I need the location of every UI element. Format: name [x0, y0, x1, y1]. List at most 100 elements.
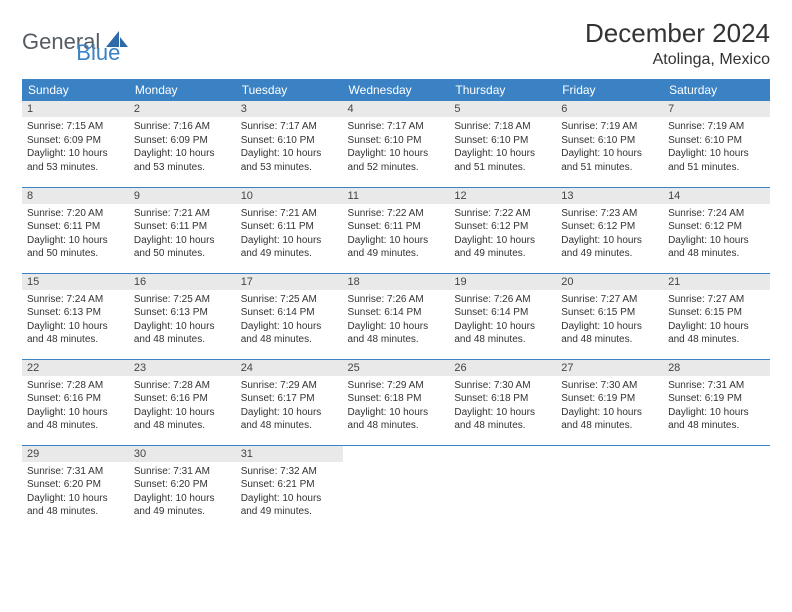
sunset-text: Sunset: 6:12 PM	[561, 220, 658, 234]
weekday-header: Saturday	[663, 79, 770, 101]
calendar-cell: 14Sunrise: 7:24 AMSunset: 6:12 PMDayligh…	[663, 187, 770, 273]
daylight-text: Daylight: 10 hours and 49 minutes.	[241, 234, 338, 261]
sunrise-text: Sunrise: 7:17 AM	[348, 120, 445, 134]
calendar-cell	[556, 445, 663, 531]
sunrise-text: Sunrise: 7:30 AM	[561, 379, 658, 393]
calendar-cell	[343, 445, 450, 531]
day-details: Sunrise: 7:29 AMSunset: 6:17 PMDaylight:…	[236, 376, 343, 437]
day-details: Sunrise: 7:21 AMSunset: 6:11 PMDaylight:…	[236, 204, 343, 265]
daylight-text: Daylight: 10 hours and 53 minutes.	[27, 147, 124, 174]
day-number: 14	[663, 188, 770, 204]
day-number: 18	[343, 274, 450, 290]
weekday-header: Wednesday	[343, 79, 450, 101]
sunrise-text: Sunrise: 7:26 AM	[454, 293, 551, 307]
sunset-text: Sunset: 6:11 PM	[27, 220, 124, 234]
sunrise-text: Sunrise: 7:27 AM	[561, 293, 658, 307]
day-number: 1	[22, 101, 129, 117]
calendar-cell: 13Sunrise: 7:23 AMSunset: 6:12 PMDayligh…	[556, 187, 663, 273]
day-number: 28	[663, 360, 770, 376]
location-label: Atolinga, Mexico	[585, 51, 770, 69]
sunrise-text: Sunrise: 7:22 AM	[348, 207, 445, 221]
daylight-text: Daylight: 10 hours and 48 minutes.	[454, 406, 551, 433]
sunrise-text: Sunrise: 7:28 AM	[27, 379, 124, 393]
day-details: Sunrise: 7:16 AMSunset: 6:09 PMDaylight:…	[129, 117, 236, 178]
day-number: 27	[556, 360, 663, 376]
calendar-cell: 26Sunrise: 7:30 AMSunset: 6:18 PMDayligh…	[449, 359, 556, 445]
calendar-row: 1Sunrise: 7:15 AMSunset: 6:09 PMDaylight…	[22, 101, 770, 187]
sunrise-text: Sunrise: 7:16 AM	[134, 120, 231, 134]
calendar-cell: 24Sunrise: 7:29 AMSunset: 6:17 PMDayligh…	[236, 359, 343, 445]
day-number: 17	[236, 274, 343, 290]
daylight-text: Daylight: 10 hours and 48 minutes.	[668, 320, 765, 347]
sunset-text: Sunset: 6:16 PM	[134, 392, 231, 406]
sunrise-text: Sunrise: 7:22 AM	[454, 207, 551, 221]
day-details: Sunrise: 7:26 AMSunset: 6:14 PMDaylight:…	[449, 290, 556, 351]
sunset-text: Sunset: 6:12 PM	[454, 220, 551, 234]
day-details: Sunrise: 7:22 AMSunset: 6:12 PMDaylight:…	[449, 204, 556, 265]
calendar-cell: 1Sunrise: 7:15 AMSunset: 6:09 PMDaylight…	[22, 101, 129, 187]
daylight-text: Daylight: 10 hours and 48 minutes.	[668, 234, 765, 261]
daylight-text: Daylight: 10 hours and 49 minutes.	[241, 492, 338, 519]
sunset-text: Sunset: 6:10 PM	[348, 134, 445, 148]
logo-text-blue: Blue	[76, 40, 120, 66]
day-details: Sunrise: 7:25 AMSunset: 6:14 PMDaylight:…	[236, 290, 343, 351]
daylight-text: Daylight: 10 hours and 48 minutes.	[241, 320, 338, 347]
day-details: Sunrise: 7:18 AMSunset: 6:10 PMDaylight:…	[449, 117, 556, 178]
day-number: 7	[663, 101, 770, 117]
day-number: 2	[129, 101, 236, 117]
day-details: Sunrise: 7:23 AMSunset: 6:12 PMDaylight:…	[556, 204, 663, 265]
sunset-text: Sunset: 6:10 PM	[561, 134, 658, 148]
day-number: 24	[236, 360, 343, 376]
day-details: Sunrise: 7:25 AMSunset: 6:13 PMDaylight:…	[129, 290, 236, 351]
day-number: 31	[236, 446, 343, 462]
sunset-text: Sunset: 6:10 PM	[241, 134, 338, 148]
day-details: Sunrise: 7:17 AMSunset: 6:10 PMDaylight:…	[236, 117, 343, 178]
header-bar: General Blue December 2024 Atolinga, Mex…	[22, 18, 770, 69]
day-details: Sunrise: 7:21 AMSunset: 6:11 PMDaylight:…	[129, 204, 236, 265]
day-number: 5	[449, 101, 556, 117]
daylight-text: Daylight: 10 hours and 48 minutes.	[348, 320, 445, 347]
day-number: 15	[22, 274, 129, 290]
day-details: Sunrise: 7:32 AMSunset: 6:21 PMDaylight:…	[236, 462, 343, 523]
day-number: 22	[22, 360, 129, 376]
day-details: Sunrise: 7:30 AMSunset: 6:19 PMDaylight:…	[556, 376, 663, 437]
calendar-cell: 18Sunrise: 7:26 AMSunset: 6:14 PMDayligh…	[343, 273, 450, 359]
calendar-cell: 15Sunrise: 7:24 AMSunset: 6:13 PMDayligh…	[22, 273, 129, 359]
day-details: Sunrise: 7:24 AMSunset: 6:13 PMDaylight:…	[22, 290, 129, 351]
sunset-text: Sunset: 6:17 PM	[241, 392, 338, 406]
calendar-cell: 7Sunrise: 7:19 AMSunset: 6:10 PMDaylight…	[663, 101, 770, 187]
calendar-cell: 9Sunrise: 7:21 AMSunset: 6:11 PMDaylight…	[129, 187, 236, 273]
sunrise-text: Sunrise: 7:20 AM	[27, 207, 124, 221]
sunrise-text: Sunrise: 7:23 AM	[561, 207, 658, 221]
calendar-cell: 28Sunrise: 7:31 AMSunset: 6:19 PMDayligh…	[663, 359, 770, 445]
calendar-cell: 27Sunrise: 7:30 AMSunset: 6:19 PMDayligh…	[556, 359, 663, 445]
calendar-cell: 2Sunrise: 7:16 AMSunset: 6:09 PMDaylight…	[129, 101, 236, 187]
sunrise-text: Sunrise: 7:24 AM	[668, 207, 765, 221]
weekday-header: Monday	[129, 79, 236, 101]
daylight-text: Daylight: 10 hours and 51 minutes.	[454, 147, 551, 174]
sunrise-text: Sunrise: 7:29 AM	[241, 379, 338, 393]
sunset-text: Sunset: 6:20 PM	[27, 478, 124, 492]
daylight-text: Daylight: 10 hours and 48 minutes.	[241, 406, 338, 433]
day-details: Sunrise: 7:19 AMSunset: 6:10 PMDaylight:…	[556, 117, 663, 178]
sunset-text: Sunset: 6:18 PM	[348, 392, 445, 406]
day-details: Sunrise: 7:28 AMSunset: 6:16 PMDaylight:…	[129, 376, 236, 437]
calendar-row: 29Sunrise: 7:31 AMSunset: 6:20 PMDayligh…	[22, 445, 770, 531]
daylight-text: Daylight: 10 hours and 49 minutes.	[134, 492, 231, 519]
sunset-text: Sunset: 6:18 PM	[454, 392, 551, 406]
sunrise-text: Sunrise: 7:21 AM	[241, 207, 338, 221]
calendar-cell	[663, 445, 770, 531]
calendar-cell: 6Sunrise: 7:19 AMSunset: 6:10 PMDaylight…	[556, 101, 663, 187]
calendar-row: 8Sunrise: 7:20 AMSunset: 6:11 PMDaylight…	[22, 187, 770, 273]
sunrise-text: Sunrise: 7:27 AM	[668, 293, 765, 307]
sunrise-text: Sunrise: 7:25 AM	[134, 293, 231, 307]
day-details: Sunrise: 7:26 AMSunset: 6:14 PMDaylight:…	[343, 290, 450, 351]
day-number: 16	[129, 274, 236, 290]
sunrise-text: Sunrise: 7:31 AM	[27, 465, 124, 479]
day-details: Sunrise: 7:29 AMSunset: 6:18 PMDaylight:…	[343, 376, 450, 437]
sunset-text: Sunset: 6:11 PM	[134, 220, 231, 234]
daylight-text: Daylight: 10 hours and 48 minutes.	[561, 320, 658, 347]
day-details: Sunrise: 7:27 AMSunset: 6:15 PMDaylight:…	[556, 290, 663, 351]
calendar-cell: 29Sunrise: 7:31 AMSunset: 6:20 PMDayligh…	[22, 445, 129, 531]
calendar-cell: 20Sunrise: 7:27 AMSunset: 6:15 PMDayligh…	[556, 273, 663, 359]
